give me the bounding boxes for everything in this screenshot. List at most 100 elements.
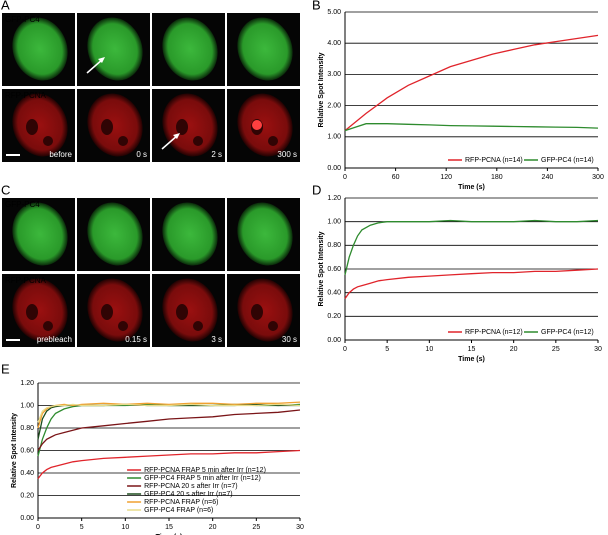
- x-tick-label: 0: [343, 346, 347, 353]
- x-tick-label: 10: [121, 524, 129, 531]
- y-tick-label: 1.00: [20, 402, 34, 409]
- x-tick-label: 20: [510, 346, 518, 353]
- y-tick-label: 0.80: [327, 242, 341, 249]
- legend-label: RFP-PCNA (n=12): [465, 329, 523, 336]
- legend-label: RFP-PCNA FRAP (n=6): [144, 499, 218, 506]
- data-line: [37, 403, 301, 423]
- data-line: [37, 403, 300, 440]
- y-axis-label: Relative Spot Intensity: [11, 413, 18, 488]
- y-tick-label: 1.00: [327, 134, 341, 141]
- legend-label: GFP-PC4 (n=14): [541, 157, 594, 164]
- nucleolus: [193, 136, 203, 146]
- y-tick-label: 3.00: [327, 71, 341, 78]
- nucleolus: [176, 119, 188, 135]
- y-tick-label: 1.00: [327, 219, 341, 226]
- x-tick-label: 10: [425, 346, 433, 353]
- x-tick-label: 30: [594, 346, 602, 353]
- channel-label: GFP-PC4: [5, 15, 40, 24]
- nucleus: [87, 17, 143, 81]
- nucleus: [237, 202, 293, 266]
- nucleolus: [43, 136, 53, 146]
- arrow-head: [98, 57, 105, 63]
- data-line: [344, 219, 599, 276]
- y-tick-label: 2.00: [327, 102, 341, 109]
- data-line: [37, 409, 301, 451]
- x-tick-label: 240: [542, 174, 554, 181]
- y-tick-label: 1.20: [327, 195, 341, 202]
- time-label: 30 s: [282, 335, 297, 344]
- x-tick-label: 0: [343, 174, 347, 181]
- x-tick-label: 5: [385, 346, 389, 353]
- x-tick-label: 15: [468, 346, 476, 353]
- nucleolus: [43, 321, 53, 331]
- time-label: 3 s: [211, 335, 222, 344]
- nucleus: [87, 202, 143, 266]
- panel-letter: B: [312, 0, 321, 12]
- nucleus: [12, 17, 68, 81]
- nucleolus: [118, 321, 128, 331]
- x-tick-label: 300: [592, 174, 604, 181]
- data-line: [344, 268, 599, 299]
- panel-letter: D: [312, 182, 321, 197]
- nucleus: [87, 278, 143, 342]
- legend-label: GFP-PC4 20 s after Irr (n=7): [144, 491, 233, 498]
- time-label: before: [49, 150, 72, 159]
- x-axis-label: Time (s): [458, 356, 485, 363]
- channel-label: RFP-PCNA: [5, 91, 47, 100]
- channel-label: RFP-PCNA: [5, 276, 47, 285]
- data-line: [37, 449, 301, 480]
- time-label: prebleach: [37, 335, 72, 344]
- legend-label: RFP-PCNA FRAP 5 min after Irr (n=12): [144, 467, 266, 474]
- time-label: 0.15 s: [125, 335, 147, 344]
- x-tick-label: 60: [392, 174, 400, 181]
- nucleus: [162, 93, 218, 157]
- y-tick-label: 0.40: [20, 470, 34, 477]
- time-label: 300 s: [277, 150, 297, 159]
- nucleolus: [118, 136, 128, 146]
- time-label: 2 s: [211, 150, 222, 159]
- nucleolus: [176, 304, 188, 320]
- y-tick-label: 4.00: [327, 40, 341, 47]
- nucleolus: [26, 304, 38, 320]
- x-tick-label: 25: [252, 524, 260, 531]
- y-tick-label: 0.00: [20, 515, 34, 522]
- y-tick-label: 0.60: [327, 266, 341, 273]
- y-axis-label: Relative Spot Intensity: [318, 231, 325, 306]
- nucleolus: [101, 119, 113, 135]
- panel-letter: C: [1, 182, 10, 197]
- y-tick-label: 0.00: [327, 337, 341, 344]
- nucleus: [12, 278, 68, 342]
- nucleus: [87, 93, 143, 157]
- nucleus: [12, 202, 68, 266]
- x-tick-label: 15: [165, 524, 173, 531]
- legend-label: GFP-PC4 (n=12): [541, 329, 594, 336]
- x-tick-label: 5: [80, 524, 84, 531]
- nucleolus: [193, 321, 203, 331]
- time-label: 0 s: [136, 150, 147, 159]
- x-axis-label: Time (s): [458, 184, 485, 191]
- nucleolus: [101, 304, 113, 320]
- y-tick-label: 0.80: [20, 425, 34, 432]
- nucleus: [237, 17, 293, 81]
- x-axis-label: Time (s): [156, 534, 183, 535]
- nucleolus: [26, 119, 38, 135]
- y-tick-label: 0.00: [327, 165, 341, 172]
- x-tick-label: 25: [552, 346, 560, 353]
- y-tick-label: 1.20: [20, 380, 34, 387]
- accumulation-spot: [252, 120, 262, 130]
- y-tick-label: 0.20: [327, 313, 341, 320]
- nucleus: [12, 93, 68, 157]
- legend-label: GFP-PC4 FRAP 5 min after Irr (n=12): [144, 475, 261, 482]
- panel-letter: A: [1, 0, 10, 12]
- nucleus: [237, 93, 293, 157]
- data-line: [344, 123, 599, 132]
- channel-label: GFP-PC4: [5, 200, 40, 209]
- legend-label: RFP-PCNA 20 s after Irr (n=7): [144, 483, 238, 490]
- legend-label: GFP-PC4 FRAP (n=6): [144, 507, 213, 514]
- nucleolus: [268, 321, 278, 331]
- panel-letter: E: [1, 361, 10, 376]
- y-tick-label: 5.00: [327, 9, 341, 16]
- x-tick-label: 180: [491, 174, 503, 181]
- nucleus: [162, 278, 218, 342]
